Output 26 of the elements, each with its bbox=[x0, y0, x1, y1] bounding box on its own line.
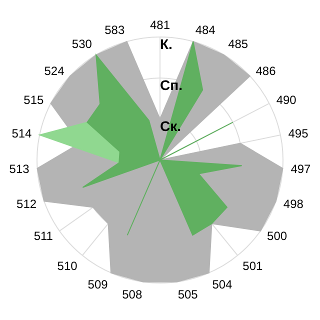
spoke-label: 583 bbox=[104, 22, 125, 37]
spoke-label: 524 bbox=[44, 64, 65, 78]
spoke-label: 501 bbox=[242, 259, 264, 274]
spoke-label: 497 bbox=[290, 162, 312, 176]
spoke-label: 509 bbox=[88, 278, 108, 292]
spoke-label: 484 bbox=[195, 22, 216, 37]
spoke-label: 498 bbox=[283, 197, 304, 212]
spoke-label: 500 bbox=[267, 228, 288, 243]
spoke-label: 495 bbox=[288, 126, 309, 141]
spoke-label: 510 bbox=[57, 259, 78, 274]
spoke-label: 513 bbox=[9, 162, 30, 176]
spoke-label: 486 bbox=[256, 64, 276, 78]
y-tick-label: Сп. bbox=[160, 77, 182, 93]
spoke-label: 514 bbox=[12, 126, 32, 141]
spoke-label: 511 bbox=[34, 228, 54, 243]
spoke-label: 515 bbox=[24, 92, 44, 107]
y-tick-label: Ск. bbox=[160, 118, 182, 134]
y-tick-label: К. bbox=[160, 36, 172, 52]
spoke-label: 481 bbox=[150, 18, 170, 32]
spoke-label: 490 bbox=[276, 92, 297, 107]
spoke-label: 505 bbox=[178, 287, 198, 302]
spoke-label: 508 bbox=[122, 287, 142, 302]
spoke-label: 530 bbox=[72, 37, 92, 52]
spoke-label: 504 bbox=[212, 278, 233, 292]
spoke-label: 485 bbox=[228, 37, 248, 52]
spoke-label: 512 bbox=[16, 197, 37, 212]
